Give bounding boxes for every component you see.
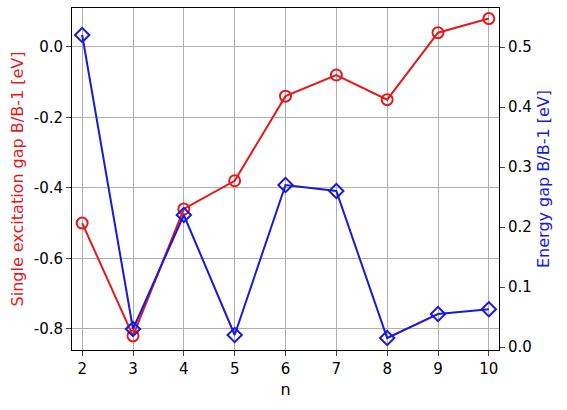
svg-text:-0.4: -0.4 bbox=[34, 179, 63, 197]
svg-text:-0.6: -0.6 bbox=[34, 250, 63, 268]
svg-text:0.0: 0.0 bbox=[39, 38, 63, 56]
svg-text:0.4: 0.4 bbox=[508, 98, 532, 116]
svg-text:-0.8: -0.8 bbox=[34, 320, 63, 338]
svg-text:0.2: 0.2 bbox=[508, 218, 532, 236]
svg-text:2: 2 bbox=[77, 360, 87, 378]
svg-text:4: 4 bbox=[179, 360, 189, 378]
svg-text:7: 7 bbox=[332, 360, 342, 378]
svg-text:10: 10 bbox=[479, 360, 498, 378]
svg-text:0.0: 0.0 bbox=[508, 338, 532, 356]
svg-text:Energy gap B/B-1 [eV]: Energy gap B/B-1 [eV] bbox=[534, 90, 553, 268]
svg-text:6: 6 bbox=[281, 360, 291, 378]
svg-text:5: 5 bbox=[230, 360, 240, 378]
svg-text:Single excitation gap B/B-1 [e: Single excitation gap B/B-1 [eV] bbox=[8, 52, 27, 307]
svg-text:0.5: 0.5 bbox=[508, 38, 532, 56]
svg-text:3: 3 bbox=[128, 360, 138, 378]
svg-text:8: 8 bbox=[382, 360, 392, 378]
svg-text:9: 9 bbox=[433, 360, 443, 378]
svg-text:0.3: 0.3 bbox=[508, 158, 532, 176]
svg-text:-0.2: -0.2 bbox=[34, 109, 63, 127]
svg-text:0.1: 0.1 bbox=[508, 278, 532, 296]
svg-text:n: n bbox=[280, 380, 290, 399]
